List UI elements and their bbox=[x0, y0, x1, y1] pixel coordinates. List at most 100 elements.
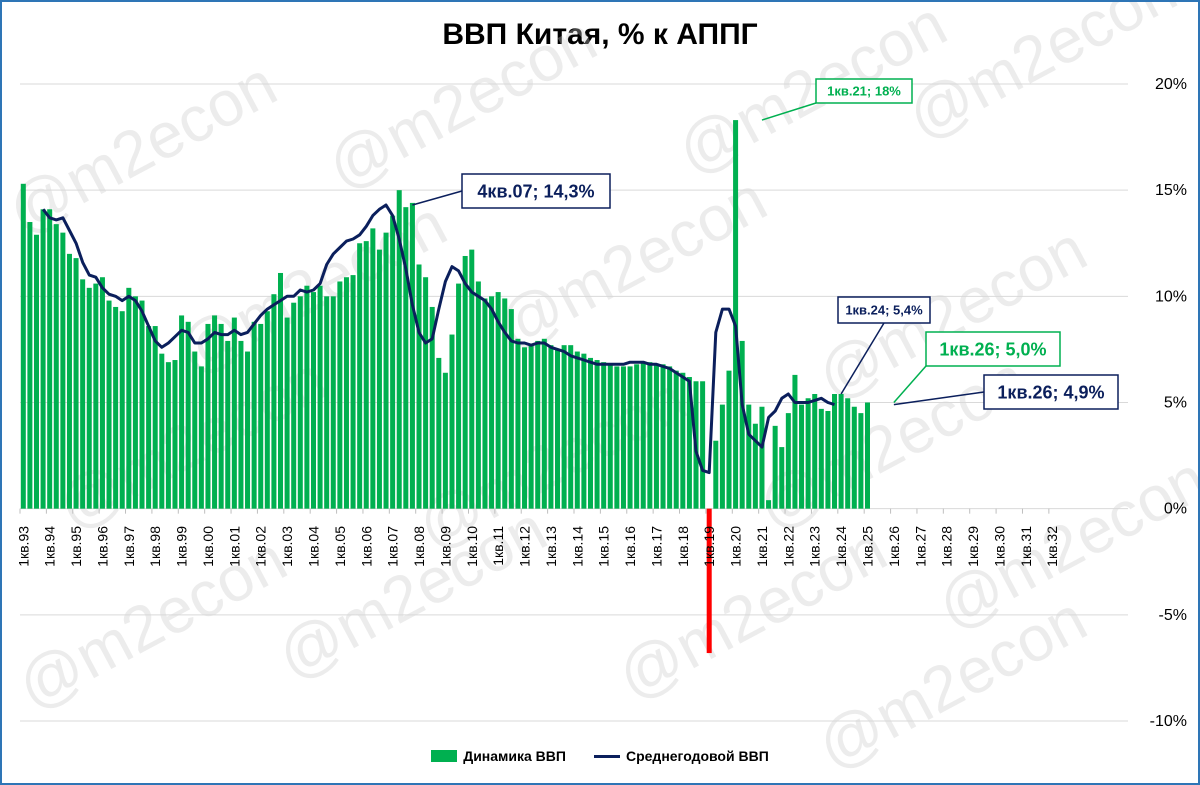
bar-97 bbox=[660, 364, 666, 509]
bar-22 bbox=[165, 362, 171, 509]
bar-72 bbox=[495, 292, 501, 509]
bar-46 bbox=[324, 296, 330, 509]
bar-5 bbox=[53, 224, 59, 509]
bar-81 bbox=[555, 349, 561, 509]
x-tick-label-32: 1кв.25 bbox=[859, 526, 875, 567]
legend-swatch-bars bbox=[431, 750, 458, 762]
bar-123 bbox=[832, 394, 838, 509]
x-tick-label-11: 1кв.04 bbox=[305, 526, 321, 567]
bar-34 bbox=[245, 351, 251, 509]
x-tick-label-23: 1кв.16 bbox=[622, 526, 638, 567]
bar-95 bbox=[647, 362, 653, 509]
bar-1 bbox=[27, 222, 33, 509]
x-tick-label-4: 1кв.97 bbox=[121, 526, 137, 567]
x-tick-label-31: 1кв.24 bbox=[833, 526, 849, 567]
bar-110 bbox=[746, 404, 752, 509]
bar-21 bbox=[159, 353, 165, 509]
bar-80 bbox=[548, 345, 554, 509]
bar-84 bbox=[574, 351, 580, 509]
x-tick-label-13: 1кв.06 bbox=[358, 526, 374, 567]
bar-76 bbox=[522, 347, 528, 509]
bar-12 bbox=[99, 277, 105, 509]
bar-78 bbox=[535, 340, 541, 509]
bar-28 bbox=[205, 323, 211, 509]
bar-67 bbox=[462, 255, 468, 509]
bar-16 bbox=[126, 287, 132, 509]
bar-109 bbox=[739, 340, 745, 509]
bar-124 bbox=[838, 394, 844, 509]
bar-85 bbox=[581, 353, 587, 509]
bar-17 bbox=[132, 296, 138, 509]
bar-120 bbox=[812, 394, 818, 509]
bar-114 bbox=[772, 425, 778, 509]
bar-88 bbox=[601, 362, 607, 509]
bar-58 bbox=[403, 207, 409, 509]
bar-53 bbox=[370, 228, 376, 509]
bar-116 bbox=[785, 413, 791, 509]
legend: Динамика ВВП Среднегодовой ВВП bbox=[2, 748, 1198, 764]
bar-49 bbox=[343, 277, 349, 509]
x-tick-label-25: 1кв.18 bbox=[675, 526, 691, 567]
bar-0 bbox=[20, 183, 26, 509]
bar-93 bbox=[634, 364, 640, 509]
legend-swatch-line bbox=[593, 754, 620, 758]
bar-107 bbox=[726, 370, 732, 509]
x-tick-label-39: 1кв.32 bbox=[1044, 526, 1060, 567]
bar-94 bbox=[640, 362, 646, 509]
x-tick-label-35: 1кв.28 bbox=[939, 526, 955, 567]
bar-83 bbox=[568, 345, 574, 509]
x-tick-label-27: 1кв.20 bbox=[728, 526, 744, 567]
y-tick-label-3: 5% bbox=[1164, 395, 1187, 412]
bar-18 bbox=[139, 300, 145, 509]
bar-44 bbox=[310, 292, 316, 509]
x-tick-label-19: 1кв.12 bbox=[517, 526, 533, 567]
bar-32 bbox=[231, 317, 237, 509]
bar-51 bbox=[357, 243, 363, 509]
legend-label-bars: Динамика ВВП bbox=[463, 748, 566, 764]
bar-60 bbox=[416, 264, 422, 509]
callout-leader-0 bbox=[412, 190, 463, 206]
x-tick-label-26: 1кв.19 bbox=[701, 526, 717, 567]
y-tick-label-5: 15% bbox=[1155, 182, 1187, 199]
x-tick-label-22: 1кв.15 bbox=[596, 526, 612, 567]
legend-label-line: Среднегодовой ВВП bbox=[625, 748, 769, 764]
bar-40 bbox=[284, 317, 290, 509]
chart-title: ВВП Китая, % к АППГ bbox=[442, 18, 758, 51]
bar-100 bbox=[680, 372, 686, 509]
bar-99 bbox=[673, 370, 679, 509]
x-tick-label-36: 1кв.29 bbox=[965, 526, 981, 567]
bar-15 bbox=[119, 311, 125, 509]
series-line-average bbox=[41, 203, 835, 475]
callout-leader-4 bbox=[893, 391, 985, 406]
bar-31 bbox=[225, 340, 231, 509]
bar-86 bbox=[587, 357, 593, 509]
callout-box-1 bbox=[815, 78, 913, 104]
x-tick-label-7: 1кв.00 bbox=[200, 526, 216, 567]
bar-19 bbox=[146, 326, 152, 509]
bar-111 bbox=[752, 423, 758, 509]
bar-74 bbox=[508, 309, 514, 509]
bar-68 bbox=[469, 249, 475, 509]
x-tick-label-21: 1кв.14 bbox=[569, 526, 585, 567]
x-tick-label-8: 1кв.01 bbox=[226, 526, 242, 567]
x-tick-label-18: 1кв.11 bbox=[490, 526, 506, 566]
bar-62 bbox=[429, 306, 435, 509]
callout-label-1: 1кв.21; 18% bbox=[827, 84, 901, 99]
bar-6 bbox=[60, 232, 66, 509]
bar-117 bbox=[792, 374, 798, 509]
bar-35 bbox=[251, 321, 257, 509]
callout-label-0: 4кв.07; 14,3% bbox=[477, 181, 594, 201]
x-tick-label-16: 1кв.09 bbox=[437, 526, 453, 567]
bar-47 bbox=[330, 296, 336, 509]
x-tick-label-30: 1кв.23 bbox=[807, 526, 823, 567]
bar-73 bbox=[502, 298, 508, 509]
bar-8 bbox=[73, 258, 79, 509]
bar-48 bbox=[337, 281, 343, 509]
bar-36 bbox=[258, 323, 264, 509]
bar-57 bbox=[396, 190, 402, 509]
bar-64 bbox=[442, 372, 448, 509]
y-tick-label-6: 20% bbox=[1155, 76, 1187, 93]
bar-3 bbox=[40, 209, 46, 509]
